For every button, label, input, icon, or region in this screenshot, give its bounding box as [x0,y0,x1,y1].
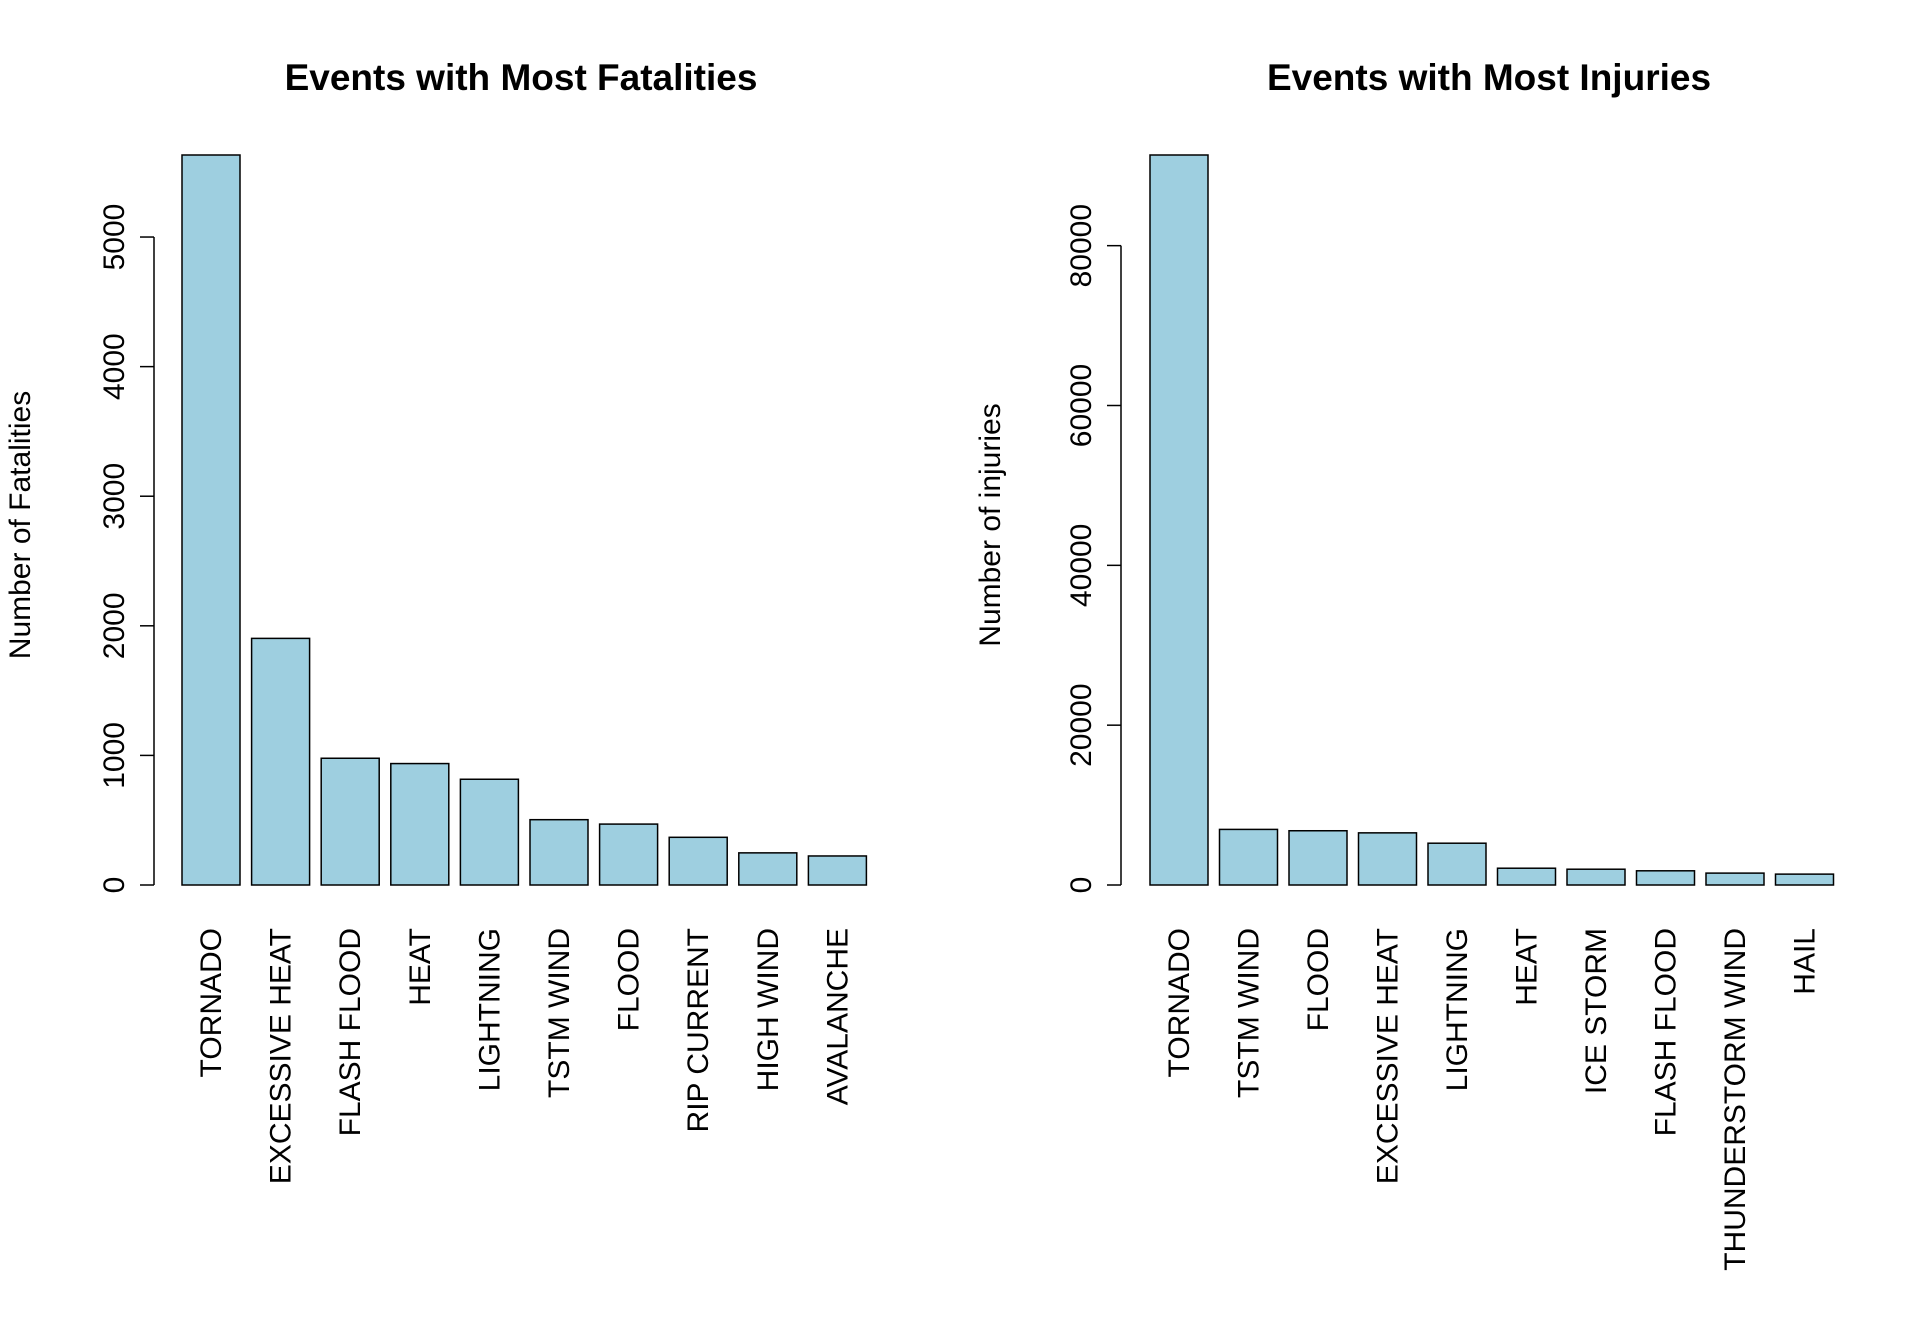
injuries-y-tick-label: 40000 [1065,524,1098,607]
injuries-category-label: HEAT [1511,928,1544,1006]
injuries-category-label: EXCESSIVE HEAT [1372,928,1405,1184]
injuries-category-label: ICE STORM [1580,928,1613,1094]
fatalities-y-tick-label: 2000 [98,592,131,659]
fatalities-category-label: LIGHTNING [473,928,506,1091]
fatalities-category-label: HEAT [404,928,437,1006]
fatalities-bar-lightning [459,778,520,886]
injuries-bar-tstm-wind [1218,828,1279,886]
injuries-y-ticks: 0 20000 40000 60000 80000 [1065,204,1121,893]
fatalities-bar-flood [598,823,659,886]
injuries-bar-lightning [1427,842,1487,886]
fatalities-category-label: FLASH FLOOD [334,928,367,1136]
fatalities-chart: Events with Most Fatalities Number of Fa… [4,57,868,1184]
fatalities-category-label: RIP CURRENT [682,928,715,1132]
injuries-bar-ice-storm [1566,868,1626,886]
injuries-bar-hail [1774,873,1835,886]
fatalities-bar-excessive-heat [250,637,311,886]
fatalities-y-tick-label: 3000 [98,463,131,530]
fatalities-y-axis-label: Number of Fatalities [4,391,37,659]
fatalities-category-label: AVALANCHE [821,928,854,1105]
injuries-bars [1149,154,1835,886]
fatalities-bar-rip-current [668,836,728,886]
injuries-y-axis-label: Number of injuries [974,403,1007,646]
fatalities-bar-avalanche [807,855,868,886]
fatalities-chart-title: Events with Most Fatalities [285,57,758,98]
fatalities-bars [181,154,868,886]
fatalities-bar-tornado [181,154,241,886]
injuries-y-tick-label: 80000 [1065,204,1098,287]
injuries-category-label: HAIL [1789,928,1822,995]
injuries-y-tick-label: 20000 [1065,683,1098,766]
fatalities-category-label: TSTM WIND [543,928,576,1098]
injuries-bar-excessive-heat [1357,832,1418,886]
injuries-category-label: FLOOD [1302,928,1335,1031]
fatalities-category-label: EXCESSIVE HEAT [265,928,298,1184]
injuries-category-label: THUNDERSTORM WIND [1719,928,1752,1271]
fatalities-y-tick-label: 5000 [98,204,131,271]
fatalities-category-label: TORNADO [195,928,228,1077]
injuries-category-label: TSTM WIND [1233,928,1266,1098]
fatalities-category-label: FLOOD [613,928,646,1031]
fatalities-bar-tstm-wind [529,818,589,886]
fatalities-bar-flash-flood [320,757,380,886]
fatalities-y-tick-label: 1000 [98,722,131,789]
fatalities-y-ticks: 0 1000 2000 3000 4000 5000 [98,204,154,894]
fatalities-bar-heat [390,762,450,886]
injuries-y-tick-label: 60000 [1065,364,1098,447]
injuries-bar-flood [1288,829,1348,886]
fatalities-category-label: HIGH WIND [752,928,785,1091]
injuries-bar-tornado [1149,154,1209,886]
injuries-chart-title: Events with Most Injuries [1267,57,1711,98]
fatalities-bar-high-wind [738,852,798,886]
injuries-chart: Events with Most Injuries Number of inju… [974,57,1835,1271]
fatalities-category-labels: TORNADO EXCESSIVE HEAT FLASH FLOOD HEAT LIGH… [195,928,854,1184]
fatalities-y-tick-label: 0 [98,877,131,894]
injuries-bar-heat [1496,867,1557,886]
injuries-bar-flash-flood [1635,870,1696,886]
injuries-category-label: LIGHTNING [1441,928,1474,1091]
injuries-category-label: FLASH FLOOD [1650,928,1683,1136]
injuries-bar-thunderstorm-wind [1705,872,1765,886]
injuries-y-tick-label: 0 [1065,877,1098,894]
fatalities-y-tick-label: 4000 [98,333,131,400]
injuries-category-label: TORNADO [1163,928,1196,1077]
injuries-category-labels: TORNADO TSTM WIND FLOOD EXCESSIVE HEAT LIGHT… [1163,928,1822,1271]
